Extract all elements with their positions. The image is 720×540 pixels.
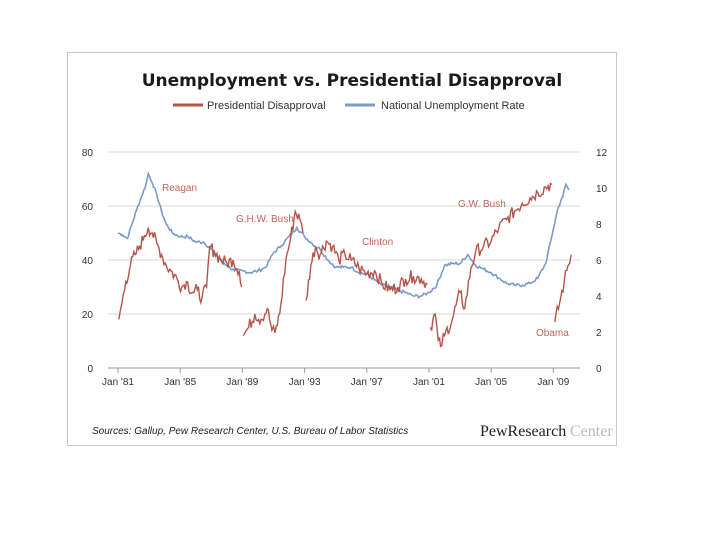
x-tick-label: Jan '93	[289, 377, 321, 388]
x-tick-label: Jan '85	[164, 377, 196, 388]
y-right-tick-label: 8	[596, 220, 602, 231]
y-right-tick-label: 4	[596, 292, 602, 303]
brand-logo: PewResearch	[480, 423, 566, 440]
x-tick-label: Jan '89	[226, 377, 258, 388]
x-tick-label: Jan '81	[102, 377, 134, 388]
y-left-tick-label: 60	[82, 202, 94, 213]
y-left-tick-label: 80	[82, 148, 94, 159]
chart-title: Unemployment vs. Presidential Disapprova…	[142, 71, 562, 91]
series-line-disapproval	[305, 239, 428, 301]
x-tick-label: Jan '97	[351, 377, 383, 388]
x-tick-label: Jan '05	[475, 377, 507, 388]
series-line-disapproval	[429, 182, 553, 348]
axis-ticks: 0 20 40 60 80 0 2 4 6 8 10 12 Jan '81 Jan '85 Jan '89 J…	[82, 148, 608, 388]
annotation-clinton: Clinton	[362, 237, 393, 248]
series-lines	[117, 170, 572, 348]
y-left-tick-label: 20	[82, 310, 94, 321]
x-tick-label: Jan '09	[537, 377, 569, 388]
source-note: Sources: Gallup, Pew Research Center, U.…	[92, 426, 408, 437]
series-line-disapproval	[242, 208, 304, 336]
annotation-gw-bush: G.W. Bush	[458, 199, 506, 210]
y-right-tick-label: 0	[596, 364, 602, 375]
y-left-tick-label: 0	[87, 364, 93, 375]
legend-label-disapproval: Presidential Disapproval	[207, 100, 326, 112]
annotation-ghw-bush: G.H.W. Bush	[236, 214, 294, 225]
y-right-tick-label: 2	[596, 328, 602, 339]
y-right-tick-label: 6	[596, 256, 602, 267]
brand-logo-sub: Center	[570, 423, 613, 440]
gridlines	[108, 151, 580, 369]
x-tick-label: Jan '01	[413, 377, 445, 388]
y-right-tick-label: 12	[596, 148, 608, 159]
series-line-unemployment	[117, 170, 570, 299]
series-line-disapproval	[118, 227, 243, 320]
y-right-tick-label: 10	[596, 184, 608, 195]
series-line-disapproval	[554, 254, 572, 323]
annotation-reagan: Reagan	[162, 183, 197, 194]
legend-label-unemployment: National Unemployment Rate	[381, 100, 525, 112]
y-left-tick-label: 40	[82, 256, 94, 267]
annotation-obama: Obama	[536, 328, 569, 339]
